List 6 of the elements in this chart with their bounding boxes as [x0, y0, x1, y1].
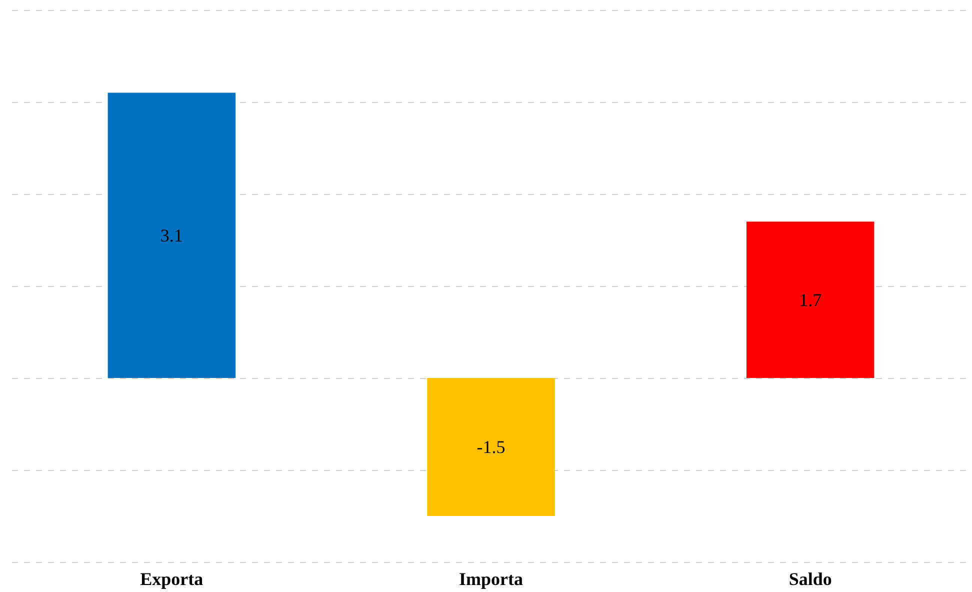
- data-label: -1.5: [476, 437, 506, 457]
- data-label: 3.1: [160, 225, 183, 246]
- x-tick-label: Exporta: [140, 569, 204, 589]
- x-tick-label: Saldo: [788, 569, 832, 589]
- data-label: 1.7: [799, 290, 822, 310]
- x-tick-label: Importa: [459, 569, 523, 589]
